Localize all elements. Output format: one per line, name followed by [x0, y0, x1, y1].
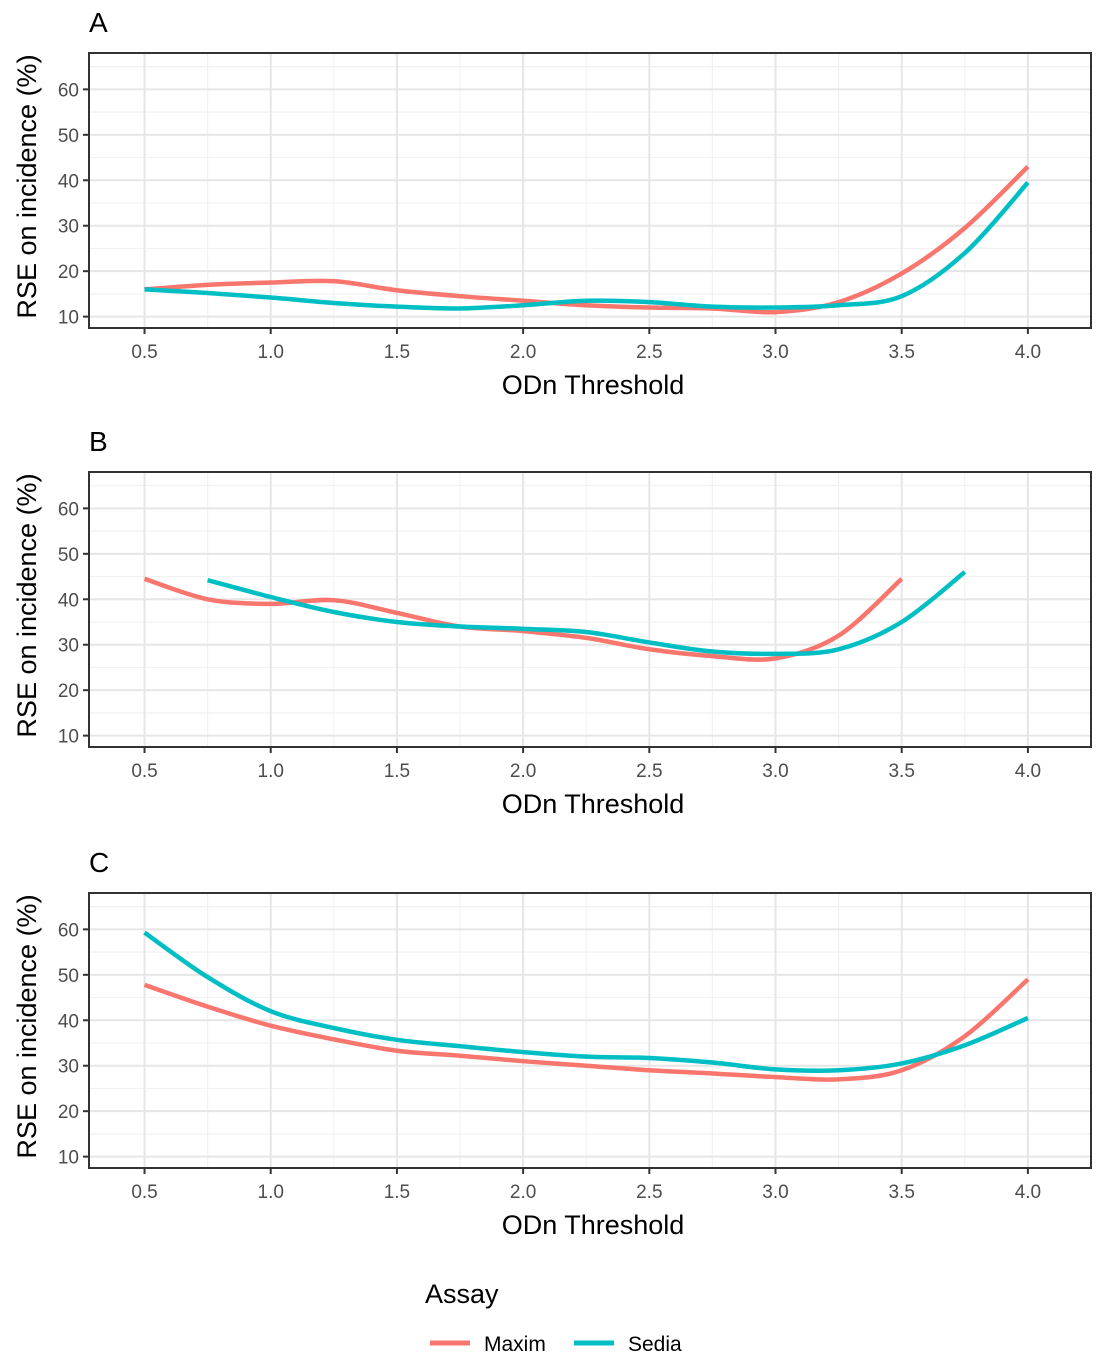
- x-tick-label: 4.0: [1015, 761, 1041, 782]
- panel-a-tag: A: [89, 7, 108, 38]
- x-tick-label: 3.0: [762, 1182, 788, 1203]
- x-tick-label: 0.5: [131, 761, 157, 782]
- x-tick-label: 1.5: [384, 761, 410, 782]
- x-tick-label: 2.0: [510, 342, 536, 363]
- x-tick-label: 1.0: [258, 1182, 284, 1203]
- series-line-maxim: [143, 576, 904, 662]
- y-tick-label: 60: [58, 80, 79, 101]
- y-tick-label: 60: [58, 499, 79, 520]
- legend: Assay Maxim Sedia: [425, 1279, 682, 1354]
- series-line-maxim: [143, 977, 1030, 1082]
- series-line-sedia: [143, 930, 1029, 1074]
- x-tick-label: 0.5: [131, 1182, 157, 1203]
- y-tick-label: 30: [58, 636, 79, 657]
- y-tick-label: 50: [58, 545, 79, 566]
- legend-label-sedia: Sedia: [628, 1333, 682, 1354]
- y-tick-label: 60: [58, 920, 79, 941]
- x-tick-label: 2.0: [510, 761, 536, 782]
- y-tick-label: 10: [58, 308, 79, 329]
- grid: [89, 53, 1091, 328]
- panel-c-tag: C: [89, 847, 109, 878]
- y-tick-label: 20: [58, 681, 79, 702]
- y-tick-label: 20: [58, 1102, 79, 1123]
- series-line-maxim: [144, 165, 1030, 315]
- y-tick-label: 20: [58, 262, 79, 283]
- x-tick-label: 4.0: [1015, 342, 1041, 363]
- x-axis-title: ODn Threshold: [502, 1210, 685, 1240]
- legend-title: Assay: [425, 1279, 499, 1309]
- x-tick-label: 1.0: [258, 761, 284, 782]
- series-line-sedia: [144, 181, 1030, 311]
- x-tick-label: 2.0: [510, 1182, 536, 1203]
- y-tick-label: 40: [58, 590, 79, 611]
- x-tick-label: 3.0: [762, 342, 788, 363]
- y-tick-label: 30: [58, 217, 79, 238]
- x-tick-label: 0.5: [131, 342, 157, 363]
- y-tick-label: 30: [58, 1057, 79, 1078]
- y-tick-label: 50: [58, 966, 79, 987]
- legend-label-maxim: Maxim: [484, 1333, 546, 1354]
- panel-a: A 0.5 1.0 1.5 2.0 2.5 3.0 3.5 4.0 10 20 30 40 50 60 OD…: [12, 7, 1092, 400]
- x-tick-label: 3.0: [762, 761, 788, 782]
- x-tick-label: 1.5: [384, 342, 410, 363]
- series-line-sedia: [207, 570, 967, 657]
- panel-border: [88, 471, 1092, 748]
- panel-b: B 0.5 1.0 1.5 2.0 2.5 3.0 3.5 4.0 10 20 30 40 50 60 OD…: [12, 426, 1092, 819]
- x-tick-label: 2.5: [636, 761, 662, 782]
- x-tick-label: 3.5: [888, 342, 914, 363]
- panel-c: C 0.5 1.0 1.5 2.0 2.5 3.0 3.5 4.0 10 20 30 40 50 60 OD…: [12, 847, 1092, 1240]
- y-tick-label: 10: [58, 727, 79, 748]
- y-axis-title: RSE on incidence (%): [12, 54, 42, 318]
- panel-border: [88, 52, 1092, 329]
- y-tick-label: 50: [58, 126, 79, 147]
- grid: [89, 472, 1091, 747]
- y-axis-title: RSE on incidence (%): [12, 473, 42, 737]
- x-tick-label: 2.5: [636, 342, 662, 363]
- x-axis-title: ODn Threshold: [502, 370, 685, 400]
- x-tick-label: 1.5: [384, 1182, 410, 1203]
- panel-border: [88, 892, 1092, 1169]
- x-tick-label: 3.5: [888, 761, 914, 782]
- y-tick-label: 40: [58, 171, 79, 192]
- x-tick-label: 3.5: [888, 1182, 914, 1203]
- x-tick-label: 2.5: [636, 1182, 662, 1203]
- y-tick-label: 10: [58, 1148, 79, 1169]
- x-tick-label: 1.0: [258, 342, 284, 363]
- x-tick-label: 4.0: [1015, 1182, 1041, 1203]
- x-axis-title: ODn Threshold: [502, 789, 685, 819]
- grid: [89, 893, 1091, 1168]
- y-tick-label: 40: [58, 1011, 79, 1032]
- y-axis-title: RSE on incidence (%): [12, 894, 42, 1158]
- panel-b-tag: B: [89, 426, 108, 457]
